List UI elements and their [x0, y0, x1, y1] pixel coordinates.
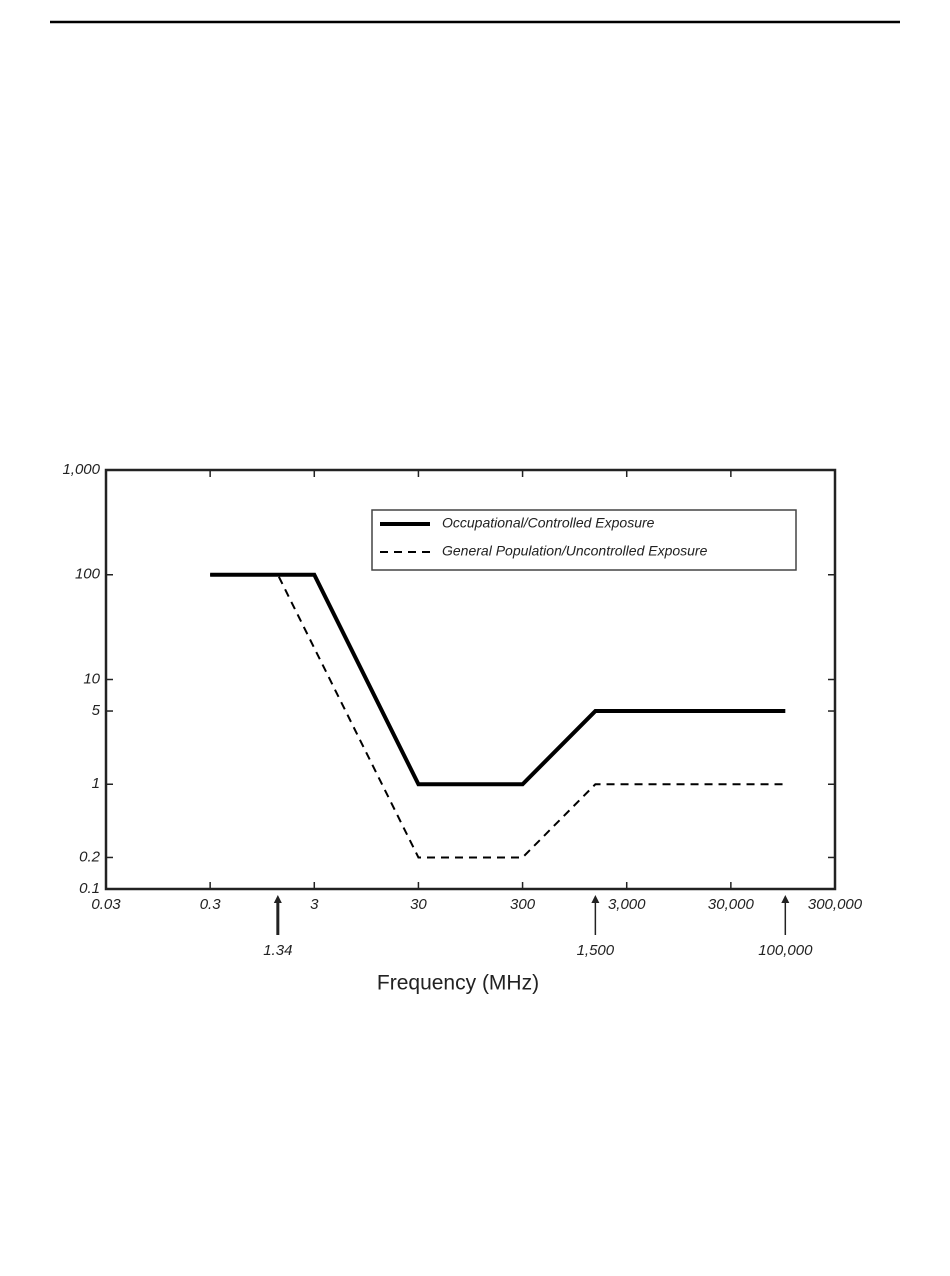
y-tick-label: 5 [92, 702, 101, 719]
y-tick-label: 10 [83, 670, 100, 687]
annotation-label: 1.34 [263, 942, 292, 959]
x-tick-label: 300,000 [808, 896, 863, 913]
y-tick-label: 1,000 [62, 461, 100, 478]
x-tick-label: 300 [510, 896, 536, 913]
x-tick-label: 30,000 [708, 896, 755, 913]
x-tick-label: 0.3 [200, 896, 222, 913]
series-line [210, 572, 786, 787]
legend-box [371, 509, 797, 571]
arrow-head [781, 895, 790, 903]
x-tick-label: 3 [310, 896, 319, 913]
arrow-head [591, 895, 600, 903]
y-tick-label: 1 [92, 775, 100, 792]
annotation-label: 100,000 [758, 942, 813, 959]
legend-label: Occupational/Controlled Exposure [442, 515, 655, 531]
x-axis-label: Frequency (MHz) [377, 972, 539, 995]
annotation-label: 1,500 [577, 942, 615, 959]
x-tick-label: 0.03 [91, 896, 121, 913]
y-tick-label: 0.1 [79, 880, 100, 897]
y-tick-label: 100 [75, 566, 101, 583]
legend-label: General Population/Uncontrolled Exposure [442, 543, 708, 559]
y-tick-label: 0.2 [79, 848, 101, 865]
x-tick-label: 3,000 [608, 896, 646, 913]
series-line [210, 573, 786, 859]
x-tick-label: 30 [410, 896, 427, 913]
arrow-head [273, 895, 282, 903]
